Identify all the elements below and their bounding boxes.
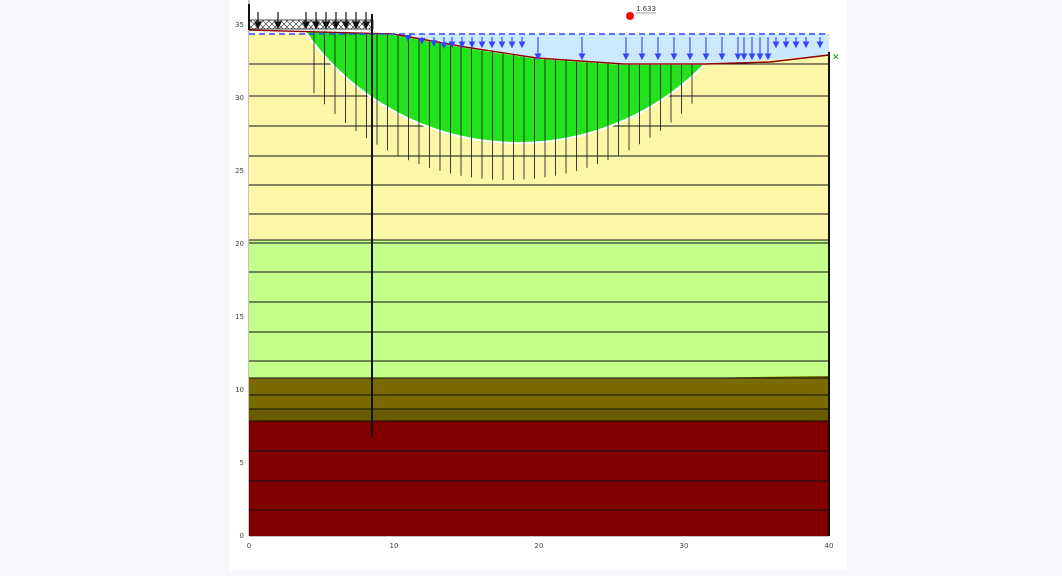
slice-lines <box>313 30 693 180</box>
water-pressure-arrow <box>740 37 748 61</box>
surcharge-arrow <box>302 12 310 30</box>
surcharge-arrow <box>352 12 360 30</box>
water-pressure-arrows <box>404 35 824 61</box>
y-tick-label-10: 10 <box>235 386 244 394</box>
water-pressure-arrow <box>654 37 662 61</box>
water-pressure-arrow <box>440 37 448 50</box>
water-pressure-arrow <box>718 37 726 61</box>
water-pressure-arrow <box>498 37 506 49</box>
water-pressure-arrow <box>458 37 466 49</box>
y-tick-label-5: 5 <box>240 459 244 467</box>
water-pressure-arrow <box>430 37 438 48</box>
diagram-panel: 0 10 20 30 40 0 5 10 15 20 25 30 35 <box>230 0 847 571</box>
water-pressure-arrow <box>448 37 456 49</box>
x-tick-label-20: 20 <box>535 542 544 550</box>
soil-layer-middle <box>249 240 829 378</box>
water-pressure-arrow <box>622 37 630 61</box>
factor-of-safety-label: 1.633 <box>636 5 656 13</box>
water-pressure-arrow <box>772 37 780 49</box>
surcharge-arrow <box>312 12 320 30</box>
y-tick-label-25: 25 <box>235 167 244 175</box>
soil-layer-base <box>249 421 829 536</box>
y-tick-labels: 0 5 10 15 20 25 30 35 <box>235 21 244 540</box>
water-pressure-arrow <box>518 37 526 49</box>
water-pressure-arrow <box>782 37 790 49</box>
water-pressure-arrow <box>578 37 586 61</box>
water-pressure-arrow <box>702 37 710 61</box>
water-pressure-arrow <box>816 37 824 49</box>
x-tick-label-10: 10 <box>390 542 399 550</box>
surcharge-arrow <box>332 12 340 30</box>
surcharge-arrow <box>342 12 350 30</box>
ground-surface-line <box>248 29 830 65</box>
x-tick-label-30: 30 <box>680 542 689 550</box>
water-pressure-arrow <box>468 37 476 49</box>
y-tick-label-15: 15 <box>235 313 244 321</box>
water-pressure-arrow <box>792 37 800 49</box>
slope-stability-diagram: 0 10 20 30 40 0 5 10 15 20 25 30 35 <box>235 0 840 550</box>
y-tick-label-20: 20 <box>235 240 244 248</box>
surcharge-arrow <box>322 12 330 30</box>
water-pressure-arrow <box>670 37 678 61</box>
water-pressure-arrow <box>638 37 646 61</box>
water-pressure-arrow <box>748 37 756 61</box>
y-tick-label-0: 0 <box>240 532 244 540</box>
water-pressure-arrow <box>478 37 486 49</box>
layer-lines <box>249 63 829 511</box>
water-pressure-arrow <box>488 37 496 49</box>
water-pressure-arrow <box>404 35 412 42</box>
y-tick-label-35: 35 <box>235 21 244 29</box>
slip-mass <box>302 28 708 144</box>
water-pressure-arrow <box>756 37 764 61</box>
slip-center-point <box>626 12 634 20</box>
water-pressure-arrow <box>418 37 426 45</box>
y-tick-label-30: 30 <box>235 94 244 102</box>
water-pressure-arrow <box>802 37 810 49</box>
water-pressure-arrow <box>534 37 542 61</box>
x-tick-label-40: 40 <box>825 542 834 550</box>
water-pressure-arrow <box>508 37 516 49</box>
x-tick-label-0: 0 <box>247 542 251 550</box>
surcharge-arrow <box>362 12 370 30</box>
x-tick-labels: 0 10 20 30 40 <box>247 542 834 550</box>
olive-dark-band <box>249 409 829 421</box>
water-pressure-arrow <box>734 37 742 61</box>
surcharge-arrow <box>254 12 262 30</box>
surcharge-arrow <box>274 12 282 30</box>
water-pressure-arrow <box>686 37 694 61</box>
right-boundary-marker: ✕ <box>832 53 840 63</box>
water-pressure-arrow <box>764 37 772 61</box>
surcharge-arrows <box>254 12 370 30</box>
